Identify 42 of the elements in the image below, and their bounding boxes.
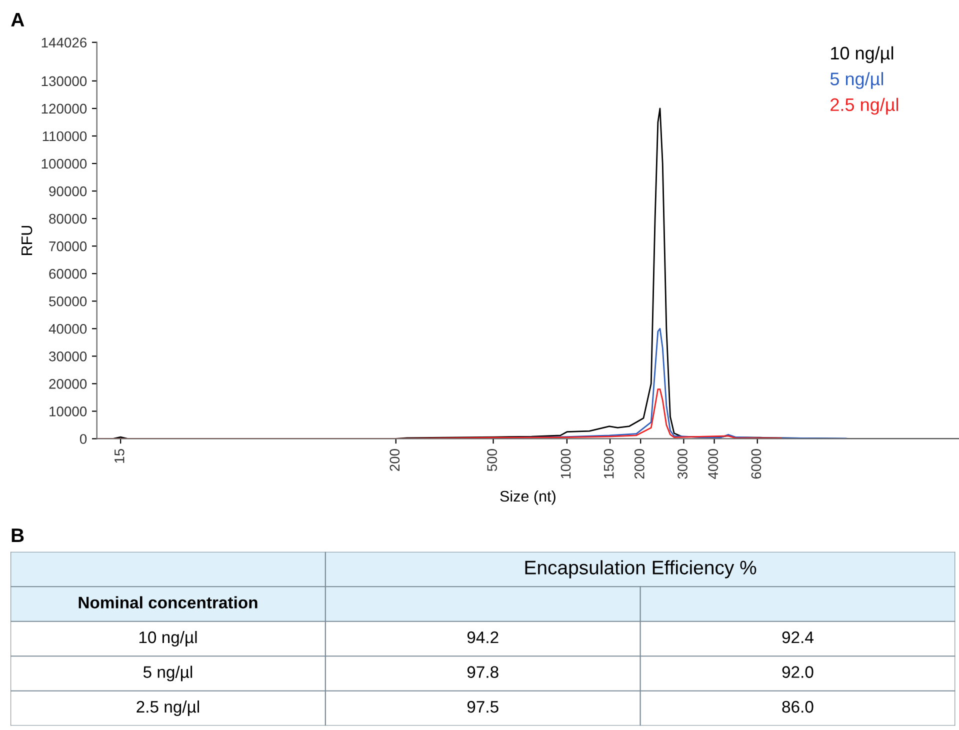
text: 5 ng/µl: [830, 72, 884, 89]
y-axis-title: RFU: [22, 226, 32, 255]
x-tick-label: 4000: [708, 448, 718, 480]
y-tick-label: 60000: [49, 268, 87, 279]
x-tick-label: 1500: [604, 448, 614, 478]
x-tick-label: 500: [487, 448, 497, 472]
data-label: 92.4: [782, 631, 814, 644]
x-tick-label: 3000: [678, 448, 688, 479]
data-label: 92.0: [782, 666, 814, 678]
x-axis-title: Size (nt): [500, 490, 556, 505]
y-tick-label: 110000: [42, 131, 87, 142]
x-tick-label: 200: [390, 448, 400, 471]
category-label: 2.5 ng/µl: [136, 700, 200, 716]
y-tick-label: 120000: [42, 104, 87, 114]
x-tick-label: 6000: [751, 448, 762, 479]
text: 2.5 ng/µl: [830, 98, 898, 115]
y-tick-label: 50000: [49, 296, 87, 306]
y-tick-label: 90000: [49, 186, 87, 196]
y-tick-label: 130000: [42, 76, 87, 86]
y-tick-label: 10000: [50, 406, 87, 416]
category-label: 10 ng/µl: [139, 630, 197, 647]
x-tick-label: 15: [114, 449, 124, 463]
data-label: 97.8: [467, 666, 498, 678]
y-tick-label: 100000: [42, 158, 87, 169]
y-tick-label: 40000: [48, 324, 87, 334]
text: B: [12, 528, 24, 542]
text: Encapsulation Efficiency %: [525, 560, 756, 578]
y-tick-label: 144026: [42, 38, 87, 48]
data-label: 97.5: [467, 700, 498, 713]
y-tick-label: 0: [80, 434, 87, 444]
y-tick-label: 30000: [49, 352, 87, 362]
chart-title: A: [11, 13, 24, 26]
text: Nominal concentration: [78, 596, 258, 608]
x-tick-label: 2000: [634, 448, 644, 479]
x-tick-label: 1000: [560, 448, 571, 478]
y-tick-label: 20000: [49, 379, 87, 389]
text: 10 ng/µl: [831, 46, 894, 64]
y-tick-label: 70000: [49, 241, 87, 252]
category-label: 5 ng/µl: [143, 666, 192, 682]
y-tick-label: 80000: [49, 214, 87, 224]
data-label: 94.2: [467, 631, 498, 644]
data-label: 86.0: [782, 700, 814, 713]
